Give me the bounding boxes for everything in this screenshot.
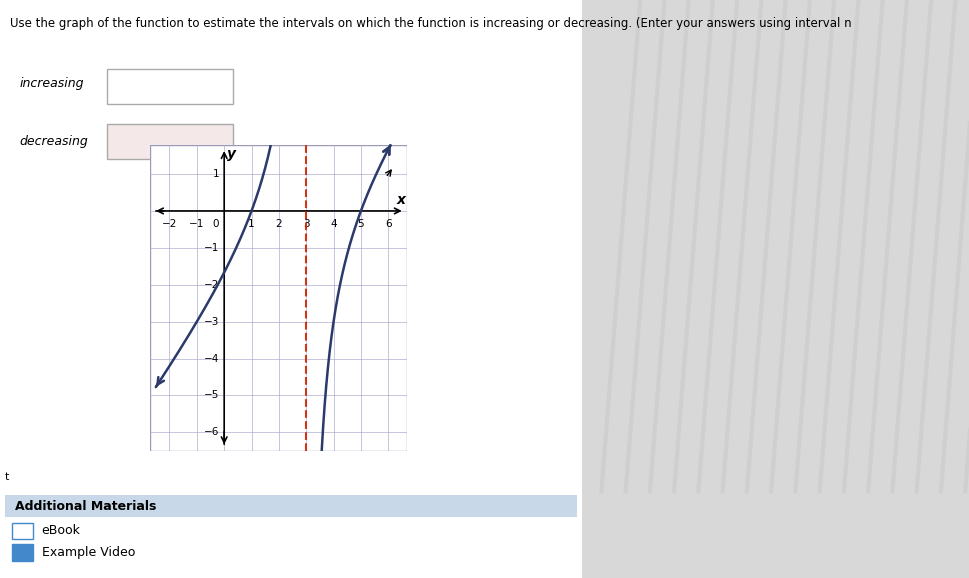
- Text: 3: 3: [302, 219, 309, 229]
- FancyBboxPatch shape: [5, 495, 577, 517]
- FancyBboxPatch shape: [12, 523, 33, 539]
- Text: y: y: [227, 147, 236, 161]
- FancyBboxPatch shape: [107, 69, 233, 104]
- Text: 0: 0: [212, 219, 219, 229]
- Text: t: t: [5, 472, 10, 482]
- Text: decreasing: decreasing: [19, 135, 88, 148]
- Text: Use the graph of the function to estimate the intervals on which the function is: Use the graph of the function to estimat…: [10, 17, 851, 30]
- Text: eBook: eBook: [42, 524, 80, 537]
- Text: −5: −5: [203, 391, 219, 401]
- Text: 4: 4: [329, 219, 336, 229]
- Text: −6: −6: [203, 427, 219, 438]
- Text: 1: 1: [212, 169, 219, 179]
- Text: −2: −2: [203, 280, 219, 290]
- Text: increasing: increasing: [19, 77, 83, 90]
- Text: 1: 1: [248, 219, 255, 229]
- FancyBboxPatch shape: [0, 0, 581, 578]
- Text: 2: 2: [275, 219, 282, 229]
- Text: −1: −1: [203, 243, 219, 253]
- Text: −2: −2: [162, 219, 177, 229]
- Text: −3: −3: [203, 317, 219, 327]
- Text: −4: −4: [203, 354, 219, 364]
- Text: Additional Materials: Additional Materials: [15, 500, 156, 513]
- Text: Example Video: Example Video: [42, 546, 135, 559]
- Text: 6: 6: [385, 219, 391, 229]
- Text: −1: −1: [189, 219, 204, 229]
- Text: 5: 5: [358, 219, 363, 229]
- Text: x: x: [396, 192, 406, 206]
- FancyBboxPatch shape: [0, 494, 581, 578]
- FancyBboxPatch shape: [12, 544, 33, 561]
- FancyBboxPatch shape: [107, 124, 233, 159]
